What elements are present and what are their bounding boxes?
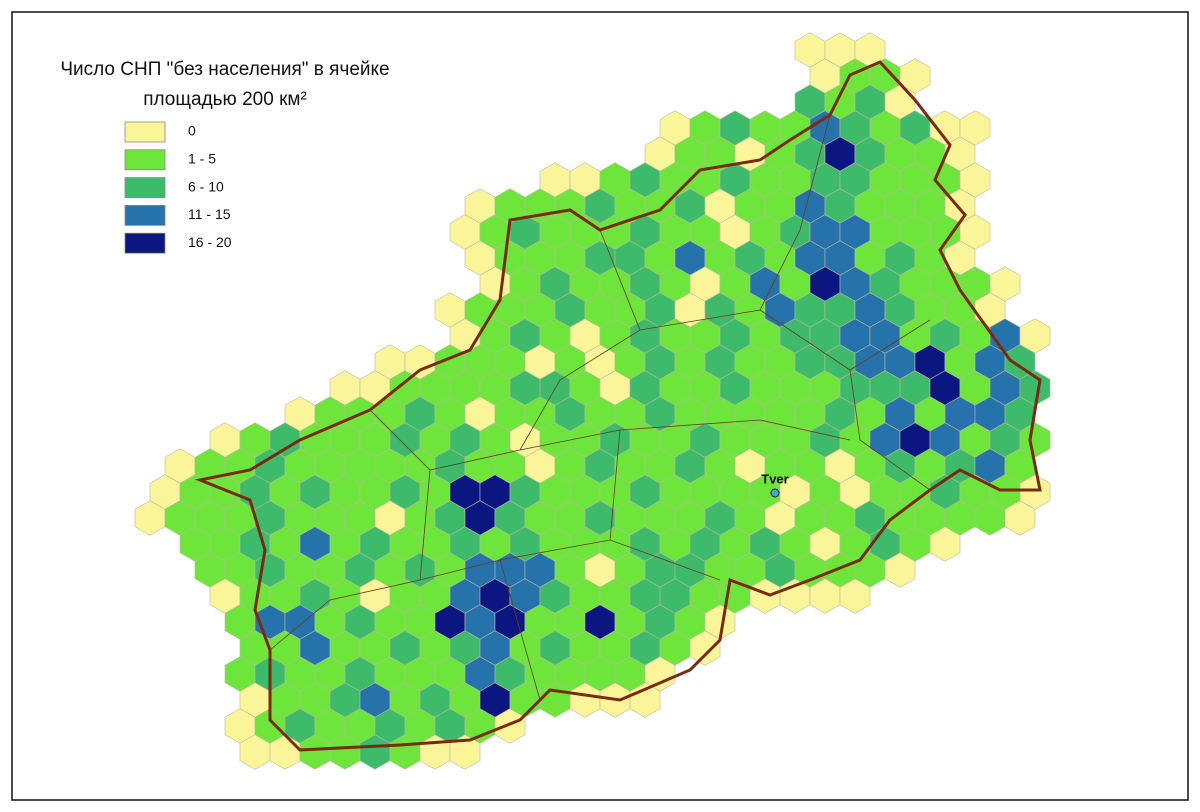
- city-marker: [770, 488, 780, 498]
- city-label: Tver: [761, 471, 788, 486]
- hex-cell: [839, 578, 871, 614]
- hex-cell: [929, 526, 961, 562]
- region-border: [194, 60, 1042, 752]
- legend-label: 16 - 20: [188, 234, 232, 250]
- legend-label: 11 - 15: [188, 206, 231, 222]
- district-borders: [269, 114, 931, 701]
- hex-cell: [884, 552, 916, 588]
- hex-cell: [1004, 500, 1036, 536]
- legend-swatch: [124, 177, 166, 199]
- legend: 0 1 - 5 6 - 10 11 - 15 16 - 20: [124, 121, 232, 254]
- legend-label: 0: [188, 123, 196, 139]
- legend-swatch: [124, 204, 166, 226]
- legend-swatch: [124, 232, 166, 254]
- legend-swatch: [124, 149, 166, 171]
- title-line: площадью 200 км²: [143, 89, 307, 110]
- legend-swatch: [124, 121, 166, 143]
- hex-grid: [134, 32, 1051, 770]
- title-line: Число СНП "без населения" в ячейке: [60, 59, 389, 80]
- legend-label: 6 - 10: [188, 178, 224, 194]
- hex-cell: [494, 708, 526, 744]
- hex-cell: [449, 734, 481, 770]
- legend-label: 1 - 5: [188, 151, 216, 167]
